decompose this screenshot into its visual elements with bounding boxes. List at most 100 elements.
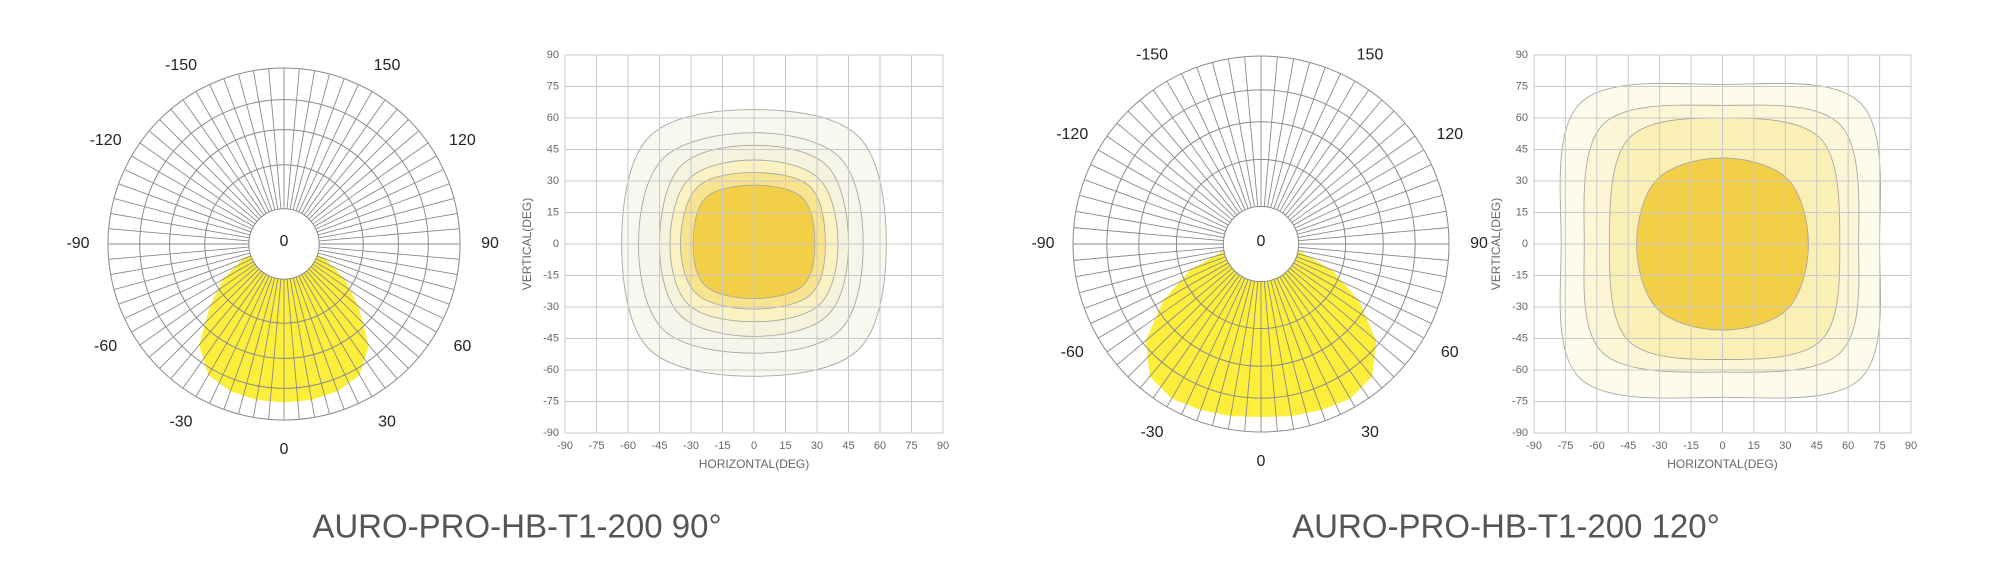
spoke	[1263, 281, 1278, 432]
spoke	[159, 268, 260, 369]
x-tick-label: -45	[1620, 440, 1636, 452]
y-tick-label: -75	[1512, 395, 1528, 407]
angle-tick-label: 150	[374, 57, 401, 74]
spoke	[301, 274, 373, 397]
spoke	[223, 276, 273, 410]
spoke	[1297, 210, 1447, 238]
spoke	[1166, 80, 1243, 212]
spoke	[1106, 265, 1231, 353]
angle-tick-label: 60	[1441, 344, 1459, 361]
spoke	[1244, 281, 1259, 432]
x-tick-label: 15	[779, 440, 791, 452]
spoke	[1084, 179, 1226, 232]
spoke	[195, 274, 267, 397]
spoke	[238, 277, 276, 415]
y-axis-label: VERTICAL(DEG)	[520, 198, 534, 290]
spoke	[308, 119, 409, 220]
spoke	[139, 142, 256, 225]
spoke	[268, 68, 282, 209]
angle-tick-label: 30	[1361, 424, 1379, 441]
spoke	[1296, 256, 1438, 309]
spoke	[108, 246, 249, 260]
spoke	[1152, 274, 1240, 399]
spoke	[310, 266, 420, 358]
spoke	[298, 275, 359, 404]
spoke	[310, 130, 420, 222]
spoke	[1073, 246, 1224, 261]
spoke	[1298, 227, 1449, 242]
angle-tick-label: 120	[449, 132, 476, 149]
spoke	[1291, 135, 1416, 223]
grid-circle	[204, 164, 364, 324]
spoke	[289, 70, 316, 210]
x-tick-label: 0	[1719, 440, 1725, 452]
angle-tick-label: -60	[1061, 344, 1084, 361]
y-tick-label: -45	[543, 332, 559, 344]
spoke	[292, 277, 330, 415]
y-axis-label: VERTICAL(DEG)	[1489, 198, 1503, 290]
y-tick-label: 30	[547, 175, 559, 187]
spoke	[108, 228, 249, 242]
spoke	[312, 263, 429, 346]
angle-tick-label: -120	[90, 132, 122, 149]
angle-tick-label: 150	[1357, 46, 1384, 63]
spoke	[308, 268, 409, 369]
spoke	[1273, 279, 1326, 421]
spoke	[182, 99, 265, 216]
spoke	[182, 272, 265, 389]
spoke	[316, 255, 450, 305]
x-tick-label: 0	[751, 440, 757, 452]
grid-circle	[1106, 89, 1416, 399]
spoke	[286, 68, 300, 209]
angle-tick-label: -30	[169, 414, 192, 431]
y-tick-label: 60	[1516, 112, 1528, 124]
spoke	[1152, 89, 1240, 214]
spoke	[1075, 210, 1225, 238]
x-tick-label: -60	[620, 440, 636, 452]
spoke	[1073, 227, 1224, 242]
x-tick-label: -15	[1683, 440, 1699, 452]
caption: AURO-PRO-HB-T1-200 90°	[312, 508, 721, 545]
spoke	[1106, 135, 1231, 223]
spoke	[295, 276, 345, 410]
x-tick-label: 15	[1748, 440, 1760, 452]
x-tick-label: 75	[1873, 440, 1885, 452]
angle-tick-label: 0	[280, 441, 289, 458]
spoke	[170, 270, 262, 380]
y-tick-label: -60	[543, 364, 559, 376]
radial-tick-label: 0	[1257, 233, 1266, 250]
spoke	[110, 249, 250, 276]
x-tick-label: 90	[1905, 440, 1917, 452]
spoke	[148, 130, 258, 222]
spoke	[1196, 279, 1249, 421]
x-tick-label: -15	[715, 440, 731, 452]
spoke	[1297, 253, 1443, 294]
angle-tick-label: -150	[165, 57, 197, 74]
spoke	[1294, 164, 1432, 229]
spoke	[223, 78, 273, 212]
x-tick-label: 30	[811, 440, 823, 452]
spoke	[110, 212, 250, 239]
spoke	[195, 91, 267, 214]
y-tick-label: 45	[547, 143, 559, 155]
spoke	[118, 255, 252, 305]
angle-tick-label: -60	[94, 338, 117, 355]
y-tick-label: -45	[1512, 332, 1528, 344]
spoke	[289, 278, 316, 418]
y-tick-label: 0	[553, 238, 559, 250]
spoke	[319, 228, 460, 242]
spoke	[292, 73, 330, 211]
grid-circle	[107, 67, 461, 421]
y-tick-label: -90	[1512, 427, 1528, 439]
angle-tick-label: 0	[1257, 453, 1266, 470]
y-tick-label: 90	[547, 49, 559, 61]
y-tick-label: -15	[543, 269, 559, 281]
x-tick-label: -30	[683, 440, 699, 452]
grid-circle	[1072, 55, 1450, 433]
x-tick-label: 45	[842, 440, 854, 452]
spoke	[1116, 267, 1233, 366]
spoke	[1294, 259, 1432, 324]
x-tick-label: 30	[1779, 440, 1791, 452]
